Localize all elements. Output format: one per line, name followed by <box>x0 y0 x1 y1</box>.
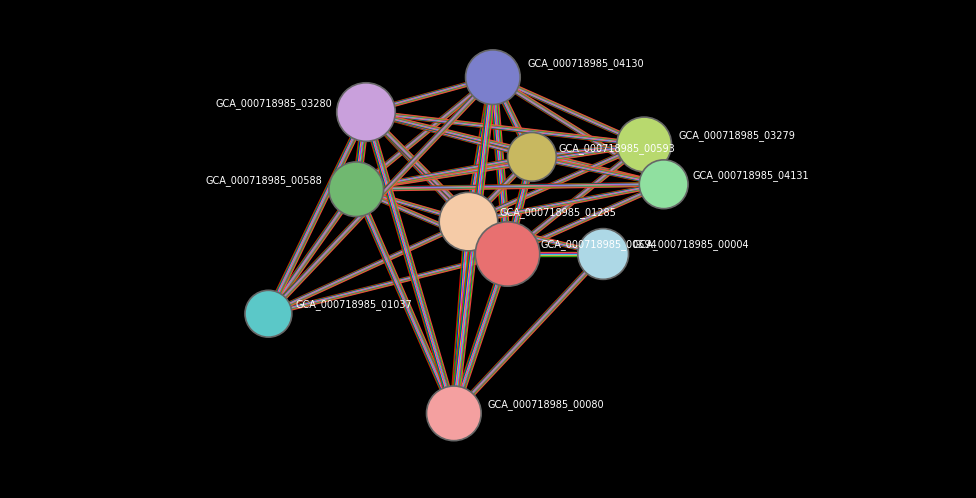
Text: GCA_000718985_00004: GCA_000718985_00004 <box>632 240 749 250</box>
Text: GCA_000718985_00594: GCA_000718985_00594 <box>541 240 658 250</box>
Ellipse shape <box>337 83 395 141</box>
Ellipse shape <box>508 132 556 181</box>
Ellipse shape <box>427 386 481 441</box>
Text: GCA_000718985_00080: GCA_000718985_00080 <box>488 399 604 410</box>
Ellipse shape <box>466 50 520 105</box>
Text: GCA_000718985_04130: GCA_000718985_04130 <box>527 58 643 69</box>
Text: GCA_000718985_00588: GCA_000718985_00588 <box>205 175 322 186</box>
Text: GCA_000718985_03279: GCA_000718985_03279 <box>678 130 795 141</box>
Text: GCA_000718985_04131: GCA_000718985_04131 <box>693 170 809 181</box>
Text: GCA_000718985_03280: GCA_000718985_03280 <box>215 98 332 109</box>
Ellipse shape <box>617 117 671 172</box>
Text: GCA_000718985_01037: GCA_000718985_01037 <box>296 299 413 310</box>
Ellipse shape <box>639 160 688 209</box>
Ellipse shape <box>475 222 540 286</box>
Text: GCA_000718985_01285: GCA_000718985_01285 <box>500 207 617 218</box>
Ellipse shape <box>245 290 292 337</box>
Ellipse shape <box>439 192 498 251</box>
Ellipse shape <box>329 162 384 217</box>
Ellipse shape <box>578 229 629 279</box>
Text: GCA_000718985_00593: GCA_000718985_00593 <box>558 143 675 154</box>
